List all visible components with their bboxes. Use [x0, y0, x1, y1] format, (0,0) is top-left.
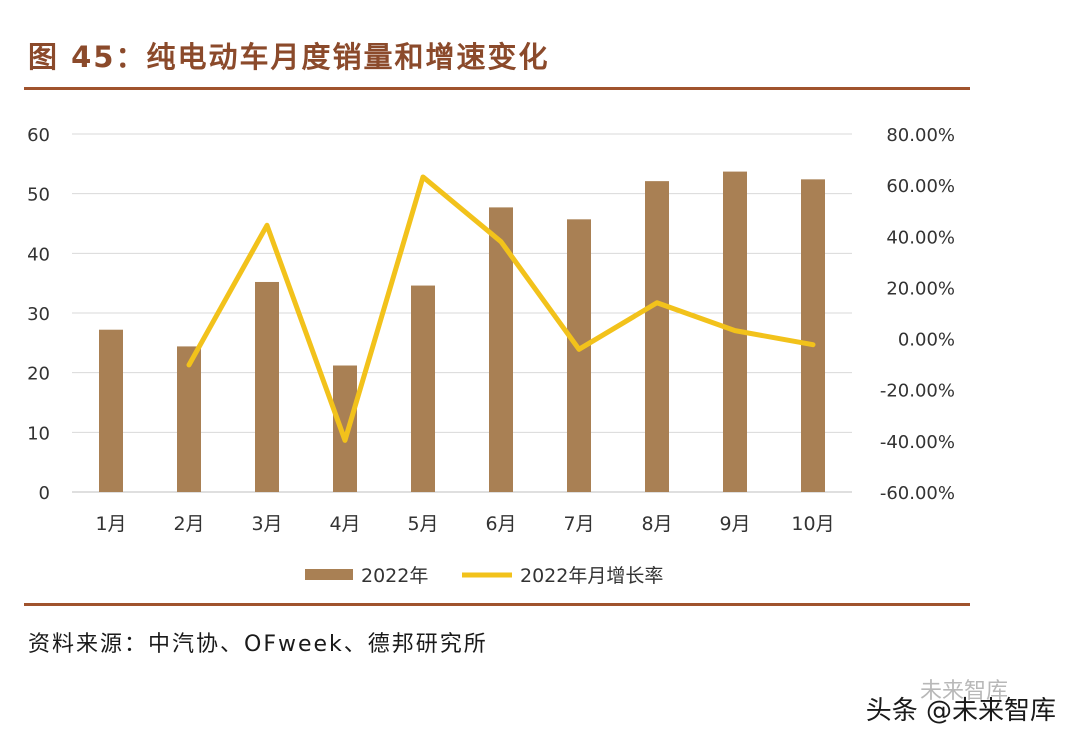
y-right-tick-label: 40.00% — [886, 227, 955, 248]
y-right-tick-label: 20.00% — [886, 278, 955, 299]
right-axis-ticks: -60.00% -40.00% -20.00% 0.00% 20.00% 40.00% 60… — [880, 125, 955, 504]
x-tick-label: 5月 — [407, 513, 438, 535]
x-tick-label: 6月 — [485, 513, 516, 535]
bar-4 — [333, 365, 357, 492]
y-left-tick-label: 40 — [27, 244, 50, 265]
x-tick-label: 9月 — [719, 513, 750, 535]
top-divider — [24, 87, 970, 90]
x-tick-label: 7月 — [563, 513, 594, 535]
watermark: 头条 @未来智库 — [865, 696, 1056, 726]
x-tick-label: 3月 — [251, 513, 282, 535]
y-left-tick-label: 20 — [27, 364, 50, 385]
x-axis-ticks: 1月 2月 3月 4月 5月 6月 7月 8月 9月 10月 — [95, 513, 834, 535]
chart: 0 10 20 30 40 50 60 -60.00% -40.00% -20.00% 0.00%… — [27, 125, 955, 587]
y-right-tick-label: 80.00% — [886, 125, 955, 146]
growth-line-series — [186, 174, 816, 443]
x-tick-label: 2月 — [173, 513, 204, 535]
x-tick-label: 4月 — [329, 513, 360, 535]
bar-1 — [99, 329, 123, 492]
y-left-tick-label: 10 — [27, 423, 50, 444]
y-right-tick-label: -20.00% — [880, 381, 955, 402]
left-axis-ticks: 0 10 20 30 40 50 60 — [27, 125, 50, 504]
bar-2 — [177, 346, 201, 492]
y-left-tick-label: 60 — [27, 125, 50, 146]
gridlines — [72, 133, 852, 493]
y-left-tick-label: 0 — [39, 483, 50, 504]
legend: 2022年 2022年月增长率 — [305, 565, 663, 587]
y-left-tick-label: 30 — [27, 304, 50, 325]
bar-3 — [255, 281, 279, 492]
bar-8 — [645, 181, 669, 493]
legend-line-label: 2022年月增长率 — [520, 565, 663, 587]
x-tick-label: 8月 — [641, 513, 672, 535]
y-right-tick-label: -60.00% — [880, 483, 955, 504]
x-tick-label: 1月 — [95, 513, 126, 535]
watermark-faint: 未来智库 — [920, 679, 1009, 704]
bar-series — [99, 171, 825, 493]
y-right-tick-label: 0.00% — [898, 330, 955, 351]
bar-7 — [567, 219, 591, 492]
bar-10 — [801, 179, 825, 492]
legend-bar-label: 2022年 — [361, 565, 428, 587]
y-left-tick-label: 50 — [27, 185, 50, 206]
chart-title: 图 45：纯电动车月度销量和增速变化 — [28, 40, 550, 74]
source-note: 资料来源：中汽协、OFweek、德邦研究所 — [28, 632, 488, 657]
y-right-tick-label: -40.00% — [880, 432, 955, 453]
bottom-divider — [24, 603, 970, 606]
y-right-tick-label: 60.00% — [886, 176, 955, 197]
x-tick-label: 10月 — [791, 513, 834, 535]
bar-5 — [411, 285, 435, 492]
legend-bar-swatch — [305, 569, 353, 580]
